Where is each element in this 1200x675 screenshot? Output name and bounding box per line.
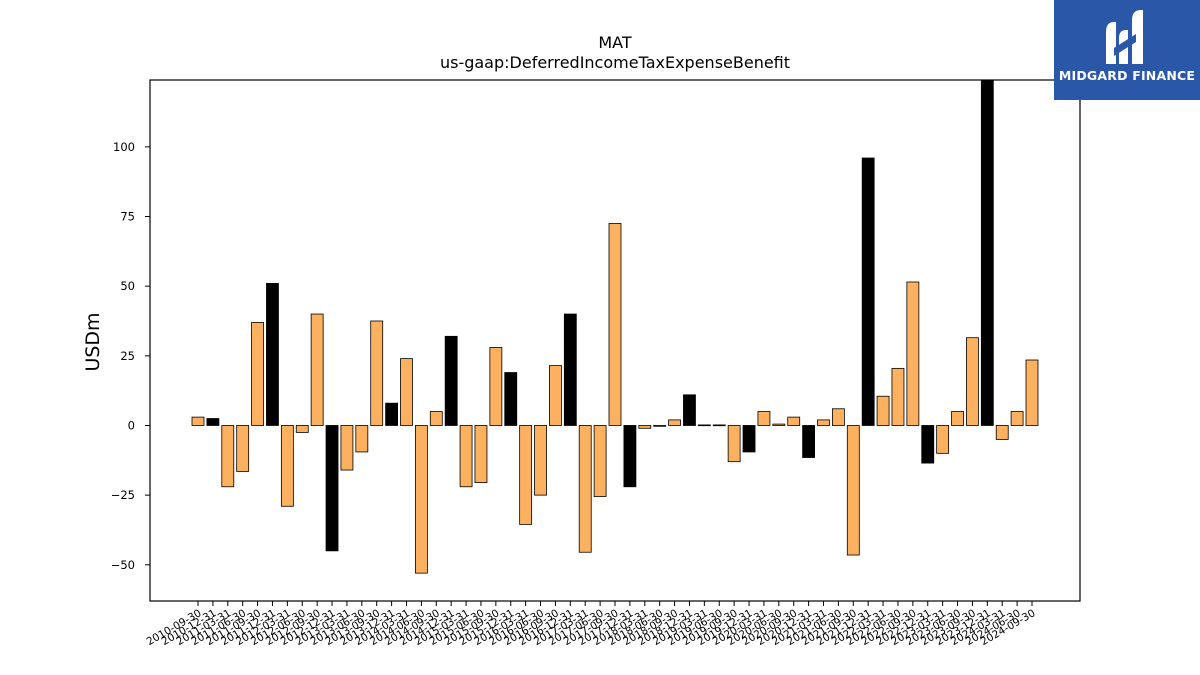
bar-2013-03-31 bbox=[340, 425, 354, 471]
bar-2022-12-31 bbox=[921, 425, 935, 464]
chart-title: MAT bbox=[598, 33, 632, 52]
bar-2020-12-31 bbox=[802, 425, 816, 458]
y-axis-label: USDm bbox=[82, 312, 104, 371]
bar-2016-03-31 bbox=[519, 425, 533, 525]
bar-2010-12-31 bbox=[206, 418, 220, 426]
bar-2011-06-30 bbox=[236, 425, 250, 472]
bar-2024-09-30 bbox=[1025, 359, 1039, 426]
bar-2012-12-31 bbox=[325, 425, 339, 552]
bar-2012-03-31 bbox=[280, 425, 294, 507]
bar-2023-12-31 bbox=[980, 79, 994, 426]
bar-2012-06-30 bbox=[295, 425, 309, 433]
bar-2017-03-31 bbox=[578, 425, 592, 553]
bars-group bbox=[191, 79, 1039, 574]
bar-2022-09-30 bbox=[906, 281, 920, 426]
bar-2018-03-31 bbox=[638, 425, 652, 429]
bar-2014-12-31 bbox=[444, 335, 458, 426]
bar-2015-12-31 bbox=[504, 372, 518, 426]
bar-2024-03-31 bbox=[995, 425, 1009, 440]
y-tick-label: −50 bbox=[111, 558, 135, 572]
bar-2022-06-30 bbox=[891, 367, 905, 426]
bar-2016-12-31 bbox=[563, 313, 577, 426]
bar-2019-09-30 bbox=[727, 425, 741, 463]
bar-2023-03-31 bbox=[936, 425, 950, 454]
bar-2016-06-30 bbox=[534, 425, 547, 496]
y-tick-label: 100 bbox=[113, 140, 135, 154]
bar-2021-03-31 bbox=[817, 419, 830, 426]
bar-2020-03-31 bbox=[757, 411, 771, 426]
bar-2019-12-31 bbox=[742, 425, 756, 453]
bar-2021-12-31 bbox=[861, 157, 875, 426]
bar-2011-03-31 bbox=[221, 425, 235, 488]
bar-2018-09-30 bbox=[668, 419, 681, 426]
bar-2023-06-30 bbox=[951, 411, 964, 426]
bar-2016-09-30 bbox=[549, 365, 562, 426]
logo-text: MIDGARD FINANCE bbox=[1058, 68, 1196, 83]
bar-2015-03-31 bbox=[459, 425, 473, 488]
y-axis-ticks: −50 −25 0 25 50 75 100 bbox=[111, 140, 150, 572]
bar-2015-09-30 bbox=[489, 347, 503, 426]
bar-2014-03-31 bbox=[400, 358, 413, 426]
midgard-m-logo-icon bbox=[1106, 10, 1143, 64]
bar-2011-09-30 bbox=[251, 321, 264, 426]
bar-2024-06-30 bbox=[1010, 411, 1024, 426]
x-axis-ticks: 2010-09-302010-12-312011-03-312011-06-30… bbox=[145, 601, 1038, 648]
bar-2013-09-30 bbox=[370, 320, 384, 426]
bar-2020-09-30 bbox=[787, 416, 801, 426]
bar-2019-06-30 bbox=[712, 424, 726, 427]
bar-2018-12-31 bbox=[683, 394, 696, 426]
bar-2017-06-30 bbox=[593, 425, 607, 497]
chart-subtitle: us-gaap:DeferredIncomeTaxExpenseBenefit bbox=[440, 53, 790, 72]
bar-2012-09-30 bbox=[310, 313, 324, 426]
bar-2017-12-31 bbox=[623, 425, 637, 488]
y-tick-label: 0 bbox=[128, 418, 135, 432]
bar-2017-09-30 bbox=[608, 223, 622, 426]
bar-2022-03-31 bbox=[876, 395, 890, 426]
y-tick-label: 50 bbox=[120, 279, 135, 293]
bar-2011-12-31 bbox=[266, 282, 279, 426]
bar-2021-06-30 bbox=[831, 408, 845, 426]
y-tick-label: −25 bbox=[111, 488, 135, 502]
y-tick-label: 25 bbox=[120, 349, 135, 363]
bar-2021-09-30 bbox=[846, 425, 860, 556]
plot-area-frame bbox=[149, 79, 1081, 602]
bar-2013-12-31 bbox=[385, 402, 399, 426]
bar-2015-06-30 bbox=[474, 425, 488, 483]
bar-2019-03-31 bbox=[697, 424, 711, 427]
bar-2018-06-30 bbox=[653, 425, 667, 427]
bar-2020-06-30 bbox=[772, 423, 786, 426]
bar-2013-06-30 bbox=[355, 425, 369, 453]
bar-2014-06-30 bbox=[414, 425, 428, 574]
bar-2023-09-30 bbox=[966, 337, 979, 426]
bar-2010-09-30 bbox=[191, 416, 205, 426]
y-tick-label: 75 bbox=[120, 210, 135, 224]
bar-2014-09-30 bbox=[429, 411, 443, 426]
